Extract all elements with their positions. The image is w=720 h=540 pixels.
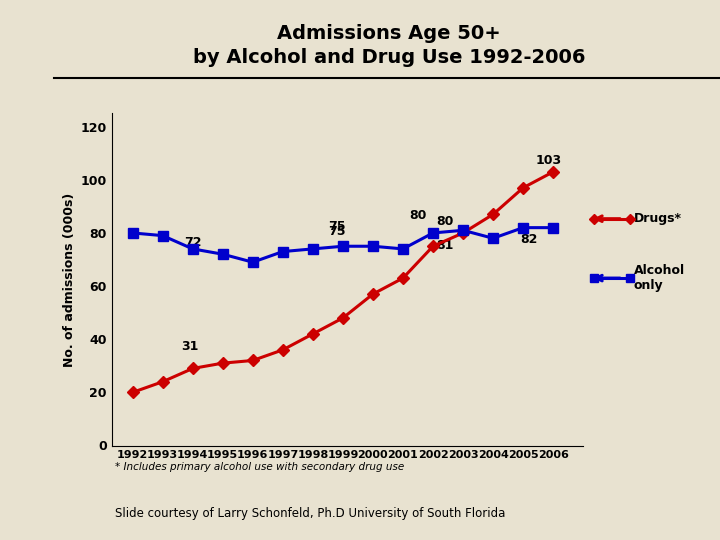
Text: 75: 75 bbox=[328, 220, 346, 233]
Text: 31: 31 bbox=[181, 340, 198, 353]
Text: * Includes primary alcohol use with secondary drug use: * Includes primary alcohol use with seco… bbox=[115, 462, 405, 472]
Text: Slide courtesy of Larry Schonfeld, Ph.D University of South Florida: Slide courtesy of Larry Schonfeld, Ph.D … bbox=[115, 507, 505, 519]
Text: Alcohol
only: Alcohol only bbox=[634, 264, 685, 292]
Text: 103: 103 bbox=[535, 153, 562, 166]
Y-axis label: No. of admissions (000s): No. of admissions (000s) bbox=[63, 192, 76, 367]
Text: 82: 82 bbox=[520, 233, 538, 246]
Text: 81: 81 bbox=[436, 239, 454, 252]
Text: 72: 72 bbox=[184, 236, 201, 249]
Text: Admissions Age 50+
by Alcohol and Drug Use 1992-2006: Admissions Age 50+ by Alcohol and Drug U… bbox=[192, 24, 585, 67]
Text: 80: 80 bbox=[436, 214, 454, 228]
Text: Drugs*: Drugs* bbox=[634, 212, 682, 225]
Text: 80: 80 bbox=[409, 210, 426, 222]
Text: 75: 75 bbox=[328, 225, 346, 238]
